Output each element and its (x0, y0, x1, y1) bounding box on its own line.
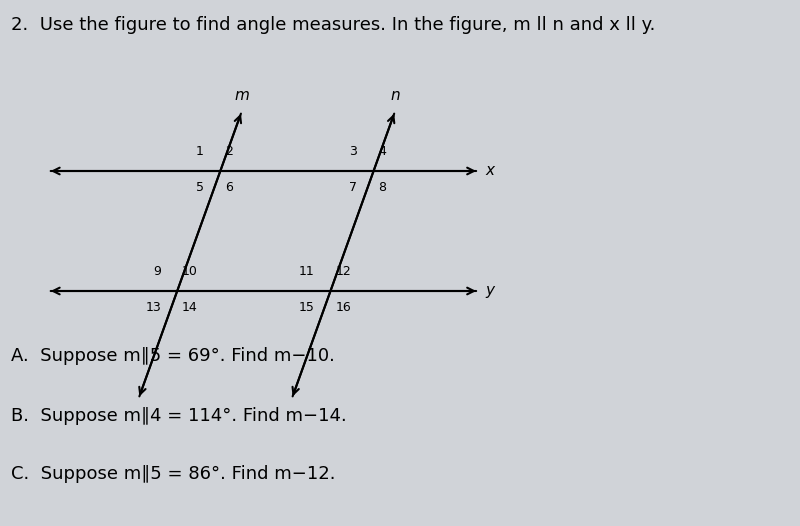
Text: m: m (234, 88, 250, 103)
Text: y: y (486, 284, 494, 298)
Text: 12: 12 (335, 265, 351, 278)
Text: C.  Suppose m∥5 = 86°. Find m−12.: C. Suppose m∥5 = 86°. Find m−12. (11, 465, 336, 483)
Text: B.  Suppose m∥4 = 114°. Find m−14.: B. Suppose m∥4 = 114°. Find m−14. (11, 407, 347, 425)
Text: A.  Suppose m∥5 = 69°. Find m−10.: A. Suppose m∥5 = 69°. Find m−10. (11, 347, 335, 365)
Text: 10: 10 (182, 265, 198, 278)
Text: 6: 6 (226, 181, 233, 195)
Text: 11: 11 (298, 265, 314, 278)
Text: 9: 9 (153, 265, 161, 278)
Text: 13: 13 (145, 301, 161, 315)
Text: 2: 2 (226, 145, 233, 158)
Text: 16: 16 (335, 301, 351, 315)
Text: 5: 5 (196, 181, 204, 195)
Text: 1: 1 (196, 145, 204, 158)
Text: n: n (390, 88, 400, 103)
Text: 4: 4 (378, 145, 386, 158)
Text: 2.  Use the figure to find angle measures. In the figure, m ll n and x ll y.: 2. Use the figure to find angle measures… (11, 16, 656, 34)
Text: 3: 3 (350, 145, 358, 158)
Text: 7: 7 (350, 181, 358, 195)
Text: 14: 14 (182, 301, 198, 315)
Text: x: x (486, 164, 494, 178)
Text: 8: 8 (378, 181, 386, 195)
Text: 15: 15 (298, 301, 314, 315)
